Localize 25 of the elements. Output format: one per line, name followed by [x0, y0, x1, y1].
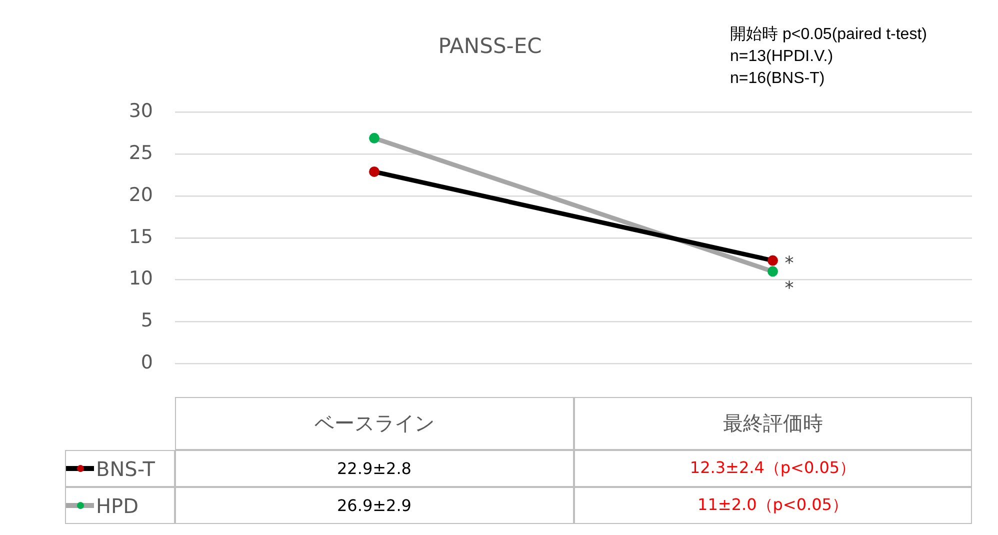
point [768, 255, 778, 266]
text: n=16(BNS-T) [730, 69, 826, 89]
y-tick-label: 5 [140, 310, 153, 332]
y-tick-label: 10 [128, 268, 153, 290]
y-tick-label: 20 [128, 184, 153, 206]
annotation: * [784, 278, 794, 300]
chart-title: PANSS-EC [438, 34, 542, 58]
x-tick-label: 最終評価時 [574, 397, 972, 450]
point [768, 266, 778, 277]
y-tick-label: 0 [140, 352, 153, 374]
data-label: 26.9±2.9 [175, 487, 574, 524]
legend-label: HPD [65, 487, 175, 524]
text: n=13(HPDI.V.) [730, 47, 834, 67]
text: 開始時 p<0.05(paired t-test) [730, 24, 927, 45]
data-label: 22.9±2.8 [175, 450, 574, 487]
point [369, 166, 380, 177]
point [369, 132, 380, 144]
y-tick-label: 25 [128, 142, 153, 164]
y-tick-label: 15 [128, 226, 153, 248]
y-tick-label: 30 [128, 100, 153, 122]
x-tick-label: ベースライン [175, 397, 574, 450]
annotation: * [784, 253, 794, 274]
legend-label: BNS-T [65, 450, 175, 487]
data-label: 12.3±2.4（p<0.05） [574, 450, 972, 487]
data-label: 11±2.0（p<0.05） [574, 487, 972, 524]
